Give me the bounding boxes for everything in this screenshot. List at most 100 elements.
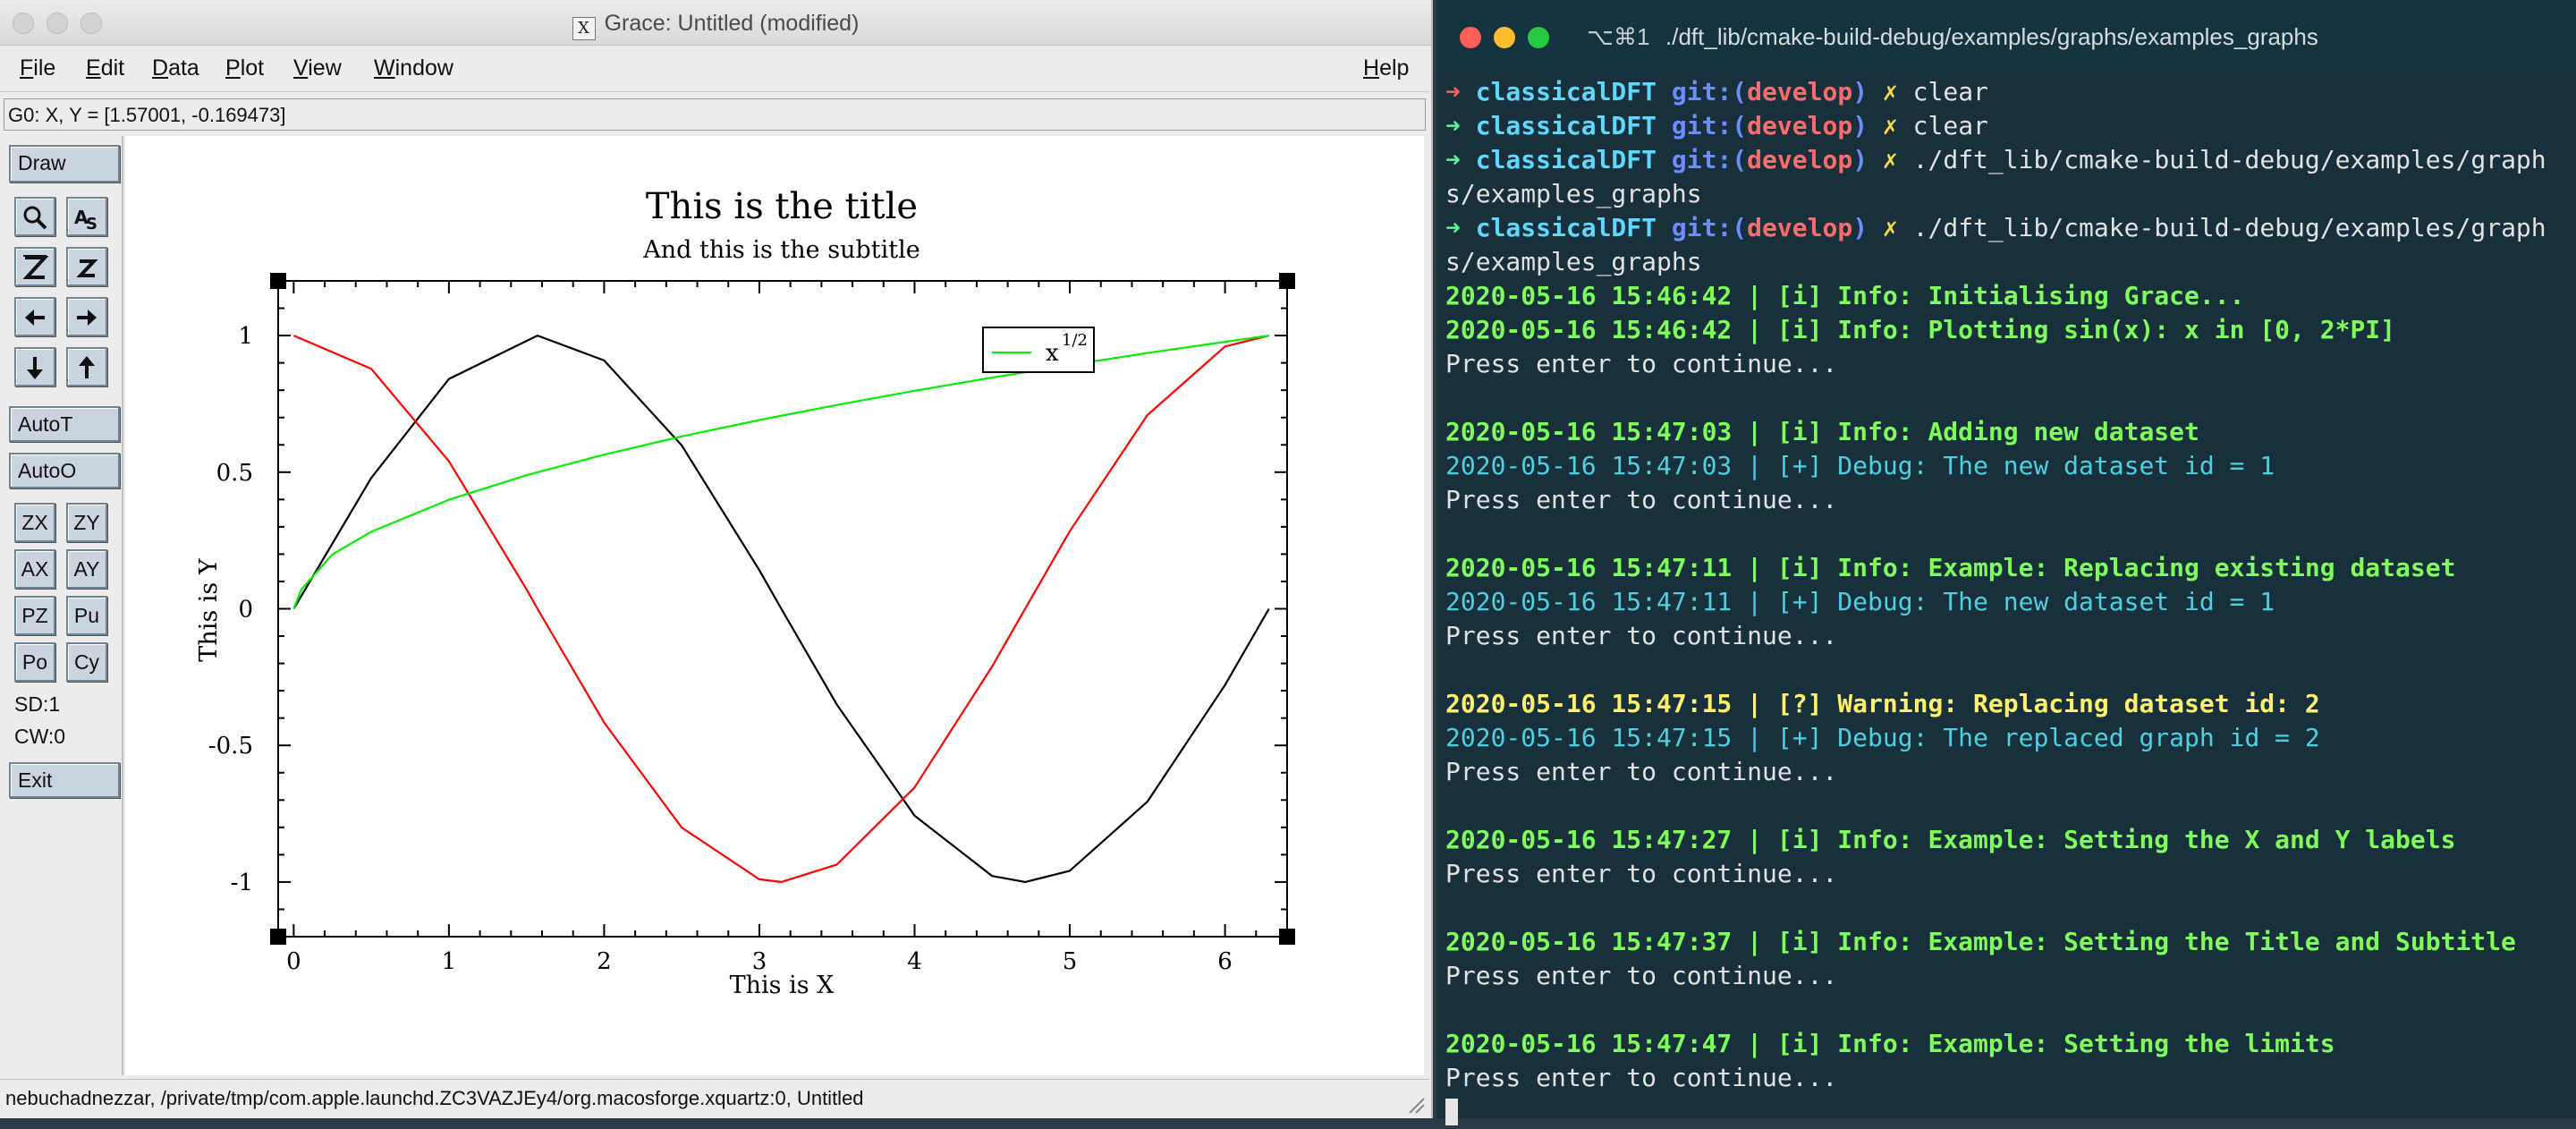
scroll-up-button[interactable] bbox=[66, 347, 107, 386]
push-zoom-button[interactable]: PZ bbox=[14, 596, 55, 635]
prompt-branch: develop bbox=[1747, 77, 1853, 106]
terminal-debug-line: 2020-05-16 15:47:03 | [+] Debug: The new… bbox=[1445, 451, 2275, 480]
legend-superscript: 1/2 bbox=[1062, 331, 1088, 350]
pop-button[interactable]: Po bbox=[14, 642, 55, 682]
push-button[interactable]: Pu bbox=[66, 596, 107, 635]
prompt-git-close: ) bbox=[1852, 77, 1883, 106]
x-tick-label: 5 bbox=[1063, 948, 1078, 975]
x-tick-label: 2 bbox=[597, 948, 612, 975]
exit-button[interactable]: Exit bbox=[9, 762, 120, 798]
menu-view[interactable]: View bbox=[293, 55, 342, 81]
zoom-x-button[interactable]: ZX bbox=[14, 503, 55, 542]
resize-grip-icon[interactable] bbox=[1406, 1095, 1426, 1115]
terminal-output[interactable]: ➜ classicalDFT git:( develop) ✗ clear ➜ cl… bbox=[1445, 75, 2572, 1129]
text-as-icon: AS bbox=[74, 207, 97, 233]
terminal-info-line: 2020-05-16 15:47:03 | [i] Info: Adding n… bbox=[1445, 417, 2199, 446]
terminal-info-line: 2020-05-16 15:46:42 | [i] Info: Plotting… bbox=[1445, 315, 2396, 344]
menu-help[interactable]: Help bbox=[1363, 55, 1410, 81]
scroll-right-button[interactable] bbox=[66, 297, 107, 336]
menu-data[interactable]: Data bbox=[152, 55, 199, 81]
zoom-window-button[interactable] bbox=[80, 13, 102, 34]
terminal-debug-line: 2020-05-16 15:47:11 | [+] Debug: The new… bbox=[1445, 587, 2275, 616]
arrow-down-icon bbox=[27, 357, 43, 379]
terminal-plain-line: Press enter to continue... bbox=[1445, 1063, 1838, 1092]
zoom-z-icon bbox=[22, 255, 49, 279]
prompt-branch: develop bbox=[1747, 145, 1853, 174]
terminal-plain-line: Press enter to continue... bbox=[1445, 859, 1838, 888]
zoom-tool-button[interactable] bbox=[14, 197, 55, 236]
zoom-small-z-button[interactable] bbox=[66, 247, 107, 286]
terminal-window[interactable]: ⌥⌘1 ./dft_lib/cmake-build-debug/examples… bbox=[1436, 0, 2576, 1125]
scroll-down-button[interactable] bbox=[14, 347, 55, 386]
terminal-prompt-line: ➜ classicalDFT git:(develop) ✗ ./dft_lib… bbox=[1445, 143, 2572, 211]
legend-label: x bbox=[1046, 340, 1059, 367]
y-axis-label: This is Y bbox=[195, 557, 223, 662]
scroll-left-button[interactable] bbox=[14, 297, 55, 336]
menubar: File Edit Data Plot View Window Help bbox=[0, 47, 1429, 92]
terminal-minimize-button[interactable] bbox=[1494, 27, 1515, 48]
autoscale-y-button[interactable]: AY bbox=[66, 549, 107, 589]
prompt-dir: classicalDFT bbox=[1475, 145, 1672, 174]
zoom-z-button[interactable] bbox=[14, 247, 55, 286]
y-tick-label: -1 bbox=[231, 870, 253, 896]
terminal-prompt-line: ➜ classicalDFT git:(develop) ✗ ./dft_lib… bbox=[1445, 211, 2572, 279]
graph-handle bbox=[1279, 273, 1295, 289]
prompt-dirty-mark: ✗ bbox=[1882, 145, 1913, 174]
menu-window[interactable]: Window bbox=[374, 55, 453, 81]
svg-text:A: A bbox=[74, 207, 89, 228]
menu-file[interactable]: File bbox=[20, 55, 56, 81]
prompt-dir: classicalDFT bbox=[1475, 77, 1672, 106]
terminal-zoom-button[interactable] bbox=[1528, 27, 1549, 48]
series-line-1 bbox=[292, 335, 1269, 884]
terminal-shortcut: ⌥⌘1 bbox=[1587, 23, 1650, 50]
terminal-titlebar[interactable]: ⌥⌘1 ./dft_lib/cmake-build-debug/examples… bbox=[1436, 0, 2576, 75]
status-bar: nebuchadnezzar, /private/tmp/com.apple.l… bbox=[0, 1079, 1429, 1116]
menu-edit[interactable]: Edit bbox=[86, 55, 125, 81]
legend-box bbox=[982, 327, 1095, 373]
terminal-info-line: 2020-05-16 15:46:42 | [i] Info: Initiali… bbox=[1445, 281, 2245, 310]
prompt-git-close: ) bbox=[1852, 145, 1883, 174]
terminal-info-line: 2020-05-16 15:47:37 | [i] Info: Example:… bbox=[1445, 927, 2516, 956]
draw-button[interactable]: Draw bbox=[9, 145, 120, 183]
prompt-arrow: ➜ bbox=[1445, 77, 1476, 106]
graph-canvas[interactable]: This is the title And this is the subtit… bbox=[125, 136, 1424, 1075]
magnifier-icon bbox=[23, 206, 47, 230]
grace-window: X Grace: Untitled (modified) File Edit Da… bbox=[0, 0, 1433, 1118]
prompt-dirty-mark: ✗ bbox=[1882, 111, 1913, 140]
close-window-button[interactable] bbox=[13, 13, 34, 34]
prompt-command: clear bbox=[1912, 77, 1988, 106]
terminal-close-button[interactable] bbox=[1460, 27, 1481, 48]
terminal-info-line: 2020-05-16 15:47:11 | [i] Info: Example:… bbox=[1445, 553, 2456, 582]
chart-subtitle: And this is the subtitle bbox=[642, 236, 919, 264]
grace-titlebar[interactable]: X Grace: Untitled (modified) bbox=[0, 0, 1431, 46]
terminal-plain-line: Press enter to continue... bbox=[1445, 485, 1838, 514]
prompt-git: git:( bbox=[1671, 213, 1748, 242]
terminal-blank-line bbox=[1445, 789, 2572, 823]
minimize-window-button[interactable] bbox=[47, 13, 68, 34]
arrow-left-icon bbox=[25, 310, 45, 326]
x-tick-label: 4 bbox=[907, 948, 922, 975]
terminal-plain-line: Press enter to continue... bbox=[1445, 961, 1838, 990]
arrow-right-icon bbox=[77, 310, 97, 326]
autoscale-x-button[interactable]: AX bbox=[14, 549, 55, 589]
prompt-command: clear bbox=[1912, 111, 1988, 140]
cycle-button[interactable]: Cy bbox=[66, 642, 107, 682]
grace-window-title: X Grace: Untitled (modified) bbox=[0, 0, 1431, 45]
y-tick-label: 0.5 bbox=[216, 460, 253, 487]
prompt-branch: develop bbox=[1747, 111, 1853, 140]
zoom-y-button[interactable]: ZY bbox=[66, 503, 107, 542]
autoscale-on-button[interactable]: AutoO bbox=[9, 453, 120, 488]
autoscale-button[interactable]: AutoT bbox=[9, 406, 120, 442]
graph-handle bbox=[1279, 929, 1295, 945]
x-tick-label: 6 bbox=[1217, 948, 1233, 975]
svg-text:S: S bbox=[86, 215, 97, 231]
prompt-git-close: ) bbox=[1852, 213, 1883, 242]
y-tick-label: 1 bbox=[238, 323, 253, 350]
chart[interactable]: This is the title And this is the subtit… bbox=[125, 136, 1424, 1075]
prompt-arrow: ➜ bbox=[1445, 145, 1476, 174]
arrow-up-icon bbox=[79, 356, 95, 378]
prompt-dir: classicalDFT bbox=[1475, 111, 1672, 140]
menu-plot[interactable]: Plot bbox=[225, 55, 265, 81]
